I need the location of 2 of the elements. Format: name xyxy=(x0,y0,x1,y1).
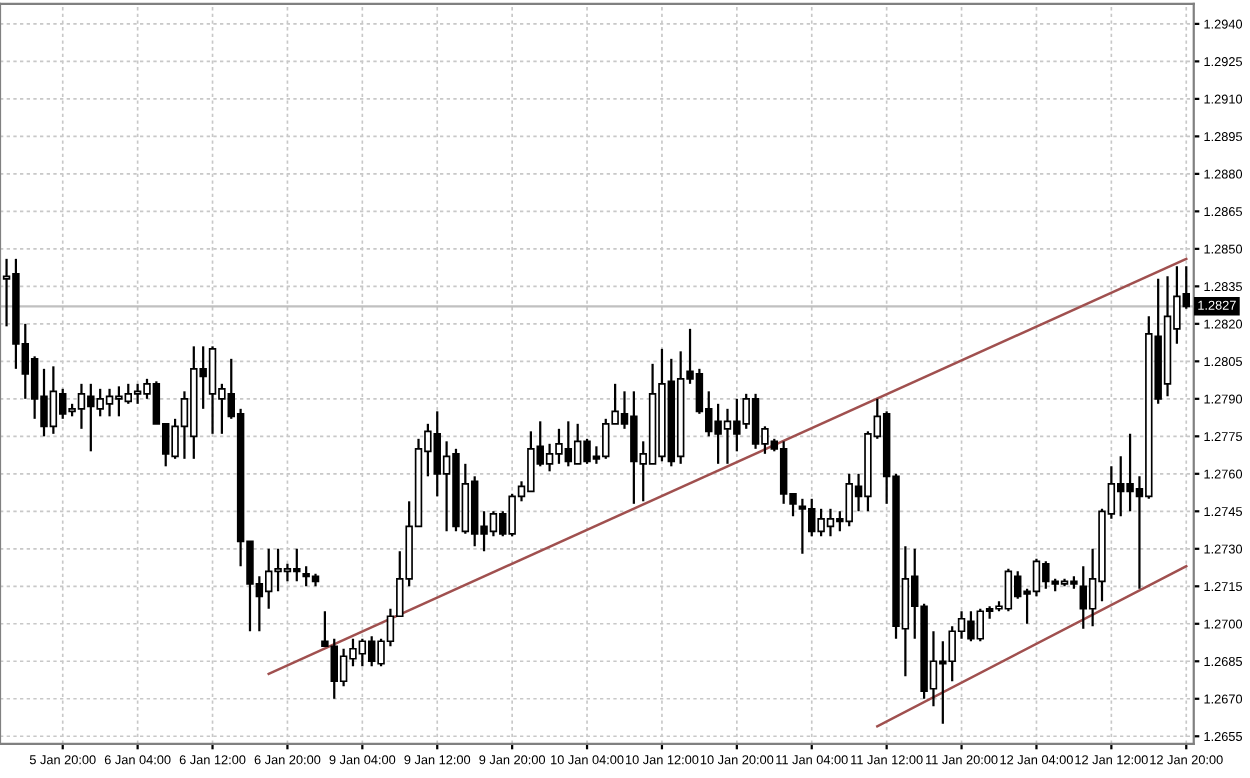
candlestick xyxy=(1079,565,1088,630)
candlestick xyxy=(798,497,807,555)
